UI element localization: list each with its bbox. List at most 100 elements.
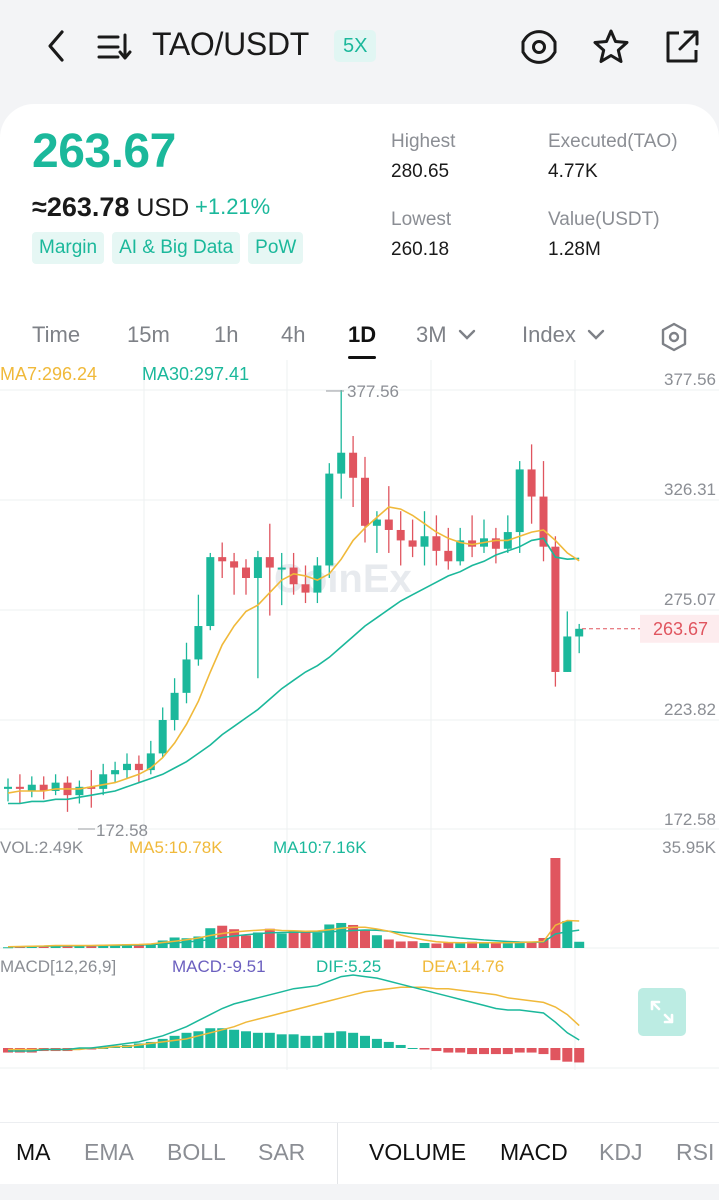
macd-hist-bar (383, 1041, 394, 1048)
volume-bar (490, 942, 501, 948)
y-tick-1: 377.56 (664, 370, 716, 389)
macd-hist-bar (348, 1032, 359, 1048)
volume-bar (395, 941, 406, 948)
vol-label: VOL:2.49K (0, 838, 84, 857)
macd-hist-bar (300, 1035, 311, 1048)
tab-3m[interactable]: 3M (416, 322, 477, 348)
volume-bar (241, 935, 251, 948)
macd-hist-bar (181, 1032, 192, 1048)
indicator-boll[interactable]: BOLL (167, 1139, 226, 1165)
volume-bar (479, 943, 489, 948)
low-marker: 172.58 (96, 821, 148, 840)
candle-body (301, 584, 310, 593)
timeframe-bar: Time 15m 1h 4h 1D 3M Index (0, 314, 719, 359)
volume-bar (455, 943, 466, 948)
vol-ma5-line (7, 919, 580, 948)
candle-body (242, 567, 250, 579)
candle-body (349, 452, 358, 478)
volume-bar (550, 858, 561, 948)
candle-body (420, 536, 429, 547)
kline-chart[interactable]: CoinEx MA7:296.24 MA30:297.41 377.56 326… (0, 358, 719, 1078)
volume-bar (110, 945, 121, 948)
value-label: Value(USDT) (548, 209, 660, 230)
star-icon[interactable] (590, 26, 632, 68)
candle-body (99, 774, 108, 789)
macd-hist-bar (157, 1038, 168, 1048)
macd-hist-bar (145, 1041, 156, 1048)
indicator-rsi[interactable]: RSI (676, 1139, 715, 1165)
volume-bar (252, 932, 263, 948)
volume-bar (276, 933, 287, 948)
volume-bar (14, 946, 25, 948)
volume-bar (562, 920, 573, 948)
candle-body (361, 477, 369, 526)
indicator-bar: MA EMA BOLL SAR VOLUME MACD KDJ RSI (0, 1122, 719, 1185)
tag-margin[interactable]: Margin (32, 232, 105, 264)
leverage-badge: 5X (334, 30, 377, 62)
fullscreen-button[interactable] (638, 988, 686, 1036)
candle-body (432, 536, 441, 551)
menu-sort-icon[interactable] (96, 30, 134, 64)
highest-label: Highest (391, 131, 456, 152)
dif-line (8, 974, 580, 1052)
vol-max-label: 35.95K (662, 838, 717, 857)
tab-time[interactable]: Time (32, 322, 81, 347)
indicator-ema[interactable]: EMA (84, 1139, 134, 1165)
macd-hist-bar (217, 1028, 228, 1048)
candle-body (539, 496, 548, 547)
indicator-ma[interactable]: MA (16, 1139, 51, 1165)
share-icon[interactable] (661, 26, 703, 68)
pair-title[interactable]: TAO/USDT (152, 26, 310, 62)
volume-bar (336, 922, 347, 948)
volume-bar (122, 944, 132, 948)
volume-bar (98, 945, 109, 948)
macd-hist-bar (562, 1048, 573, 1062)
main-card (0, 104, 719, 1200)
price-tag: 263.67 (653, 619, 708, 639)
price-tag-bg (640, 614, 719, 643)
ma30-label: MA30:297.41 (142, 364, 249, 384)
tab-4h[interactable]: 4h (281, 322, 306, 347)
macd-hist-bar (479, 1048, 489, 1055)
bottom-strip (0, 1184, 719, 1200)
ma-lines (7, 506, 580, 805)
candle-body (527, 469, 536, 497)
candle-body (51, 782, 60, 791)
indicator-macd[interactable]: MACD (500, 1139, 568, 1165)
macd-hist-bar (443, 1048, 454, 1053)
tab-1h[interactable]: 1h (214, 322, 239, 347)
tab-15m[interactable]: 15m (127, 322, 170, 347)
macd-hist-bar (288, 1034, 299, 1048)
indicator-volume[interactable]: VOLUME (369, 1139, 467, 1165)
macd-hist-bar (324, 1032, 335, 1048)
candle-body (265, 557, 274, 568)
candle-body (123, 763, 131, 771)
macd-params: MACD[12,26,9] (0, 957, 116, 976)
candle-body (396, 529, 405, 541)
tab-index[interactable]: Index (522, 322, 606, 348)
macd-hist-bar (395, 1044, 406, 1048)
volume-bar (538, 937, 549, 948)
candle-body (4, 786, 12, 789)
indicator-kdj[interactable]: KDJ (599, 1139, 643, 1165)
candle-body (182, 659, 191, 693)
macd-hist-bar (229, 1029, 240, 1048)
tag-pow[interactable]: PoW (248, 232, 304, 264)
tab-1d[interactable]: 1D (348, 322, 377, 347)
chart-settings-icon[interactable] (660, 322, 688, 352)
indicator-sar[interactable]: SAR (258, 1139, 306, 1165)
candle-body (277, 567, 286, 570)
candle-body (87, 786, 96, 789)
candle-body (206, 557, 215, 627)
macd-hist-bar (312, 1035, 323, 1048)
macd-hist-bar (264, 1032, 275, 1048)
tag-ai-big-data[interactable]: AI & Big Data (112, 232, 241, 264)
candle-body (313, 565, 322, 593)
eye-icon[interactable] (518, 26, 560, 68)
macd-hist-bar (205, 1028, 216, 1048)
macd-hist-bar (526, 1048, 537, 1053)
back-icon[interactable] (42, 28, 72, 64)
chevron-down-icon (587, 329, 605, 340)
macd-hist-bar (86, 1048, 97, 1050)
last-price: 263.67 (32, 125, 176, 178)
